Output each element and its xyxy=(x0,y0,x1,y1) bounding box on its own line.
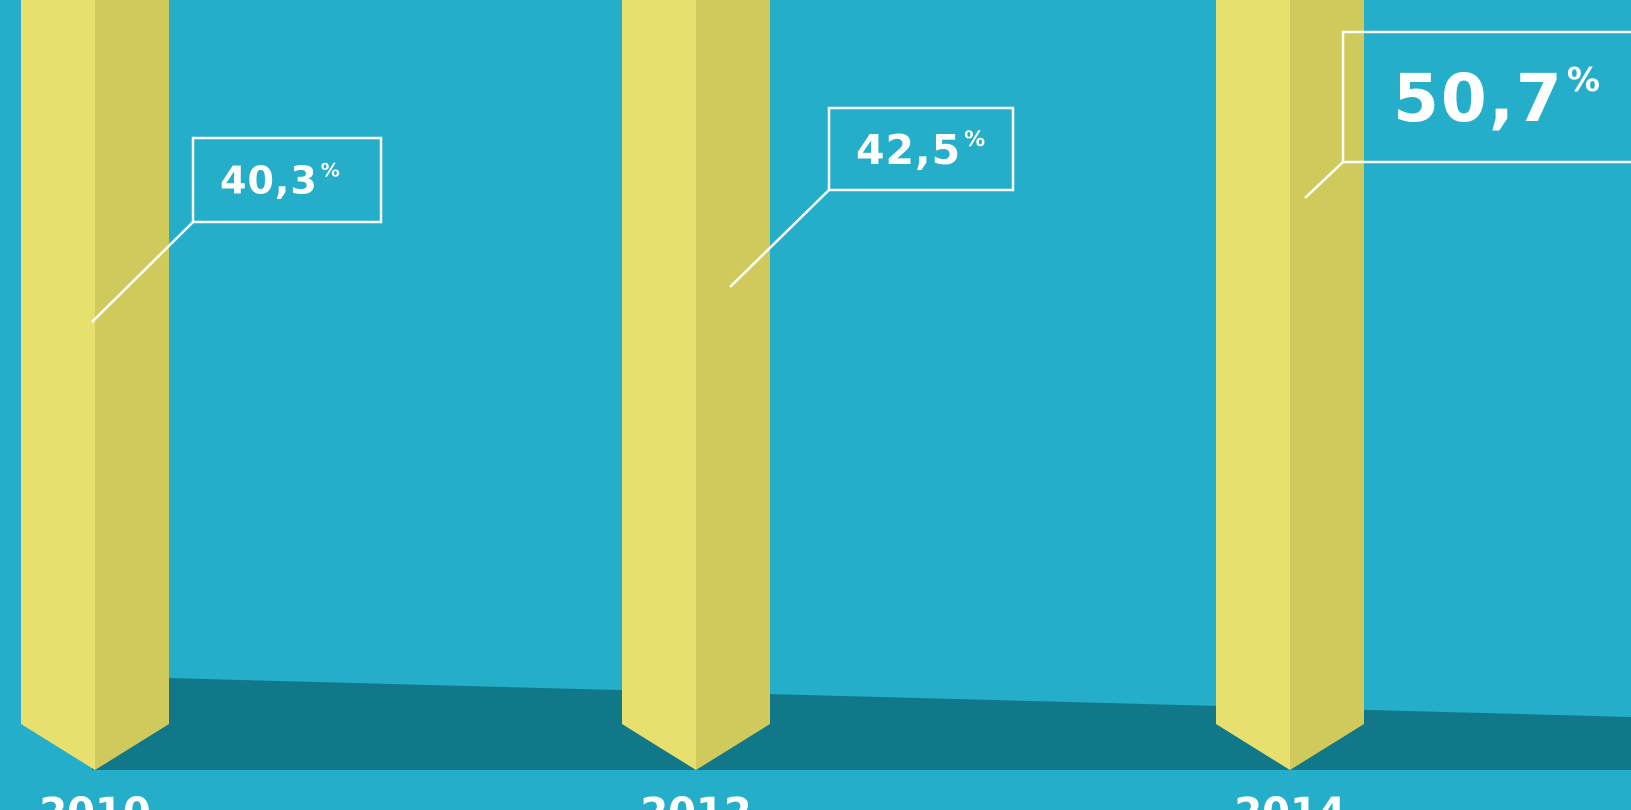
bar-front-face xyxy=(1216,0,1290,770)
data-label-unit: % xyxy=(321,160,341,182)
data-label-value: 42,5 xyxy=(856,126,961,174)
bar-side-face xyxy=(1290,0,1364,770)
x-tick-label: 2010 xyxy=(39,790,150,810)
data-label-value: 50,7 xyxy=(1393,60,1564,137)
x-tick-label: 2012 xyxy=(640,790,751,810)
data-label-unit: % xyxy=(1567,60,1602,99)
bar-side-face xyxy=(95,0,169,770)
data-label-value: 40,3 xyxy=(220,159,318,203)
bar-side-face xyxy=(696,0,770,770)
bar-front-face xyxy=(21,0,95,770)
bar-front-face xyxy=(622,0,696,770)
x-tick-label: 2014 xyxy=(1234,790,1345,810)
data-label-unit: % xyxy=(964,127,986,151)
